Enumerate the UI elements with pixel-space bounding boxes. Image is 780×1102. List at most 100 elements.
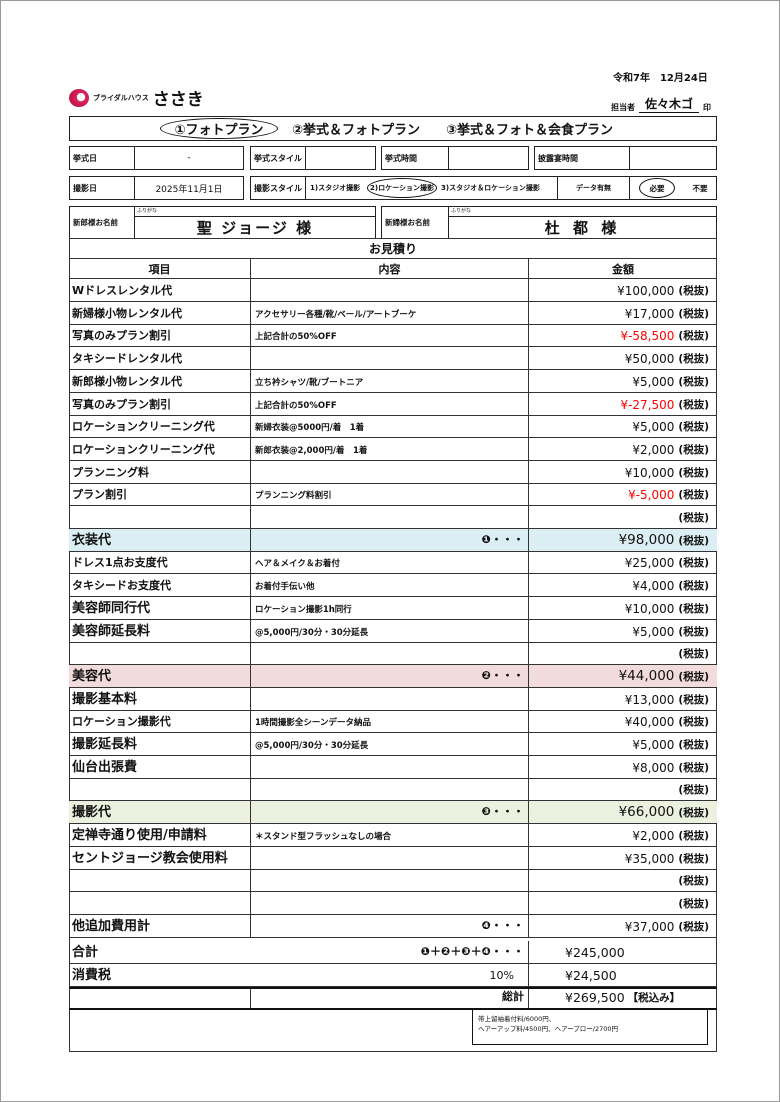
row-content: @5,000円/30分・30分延長 <box>251 619 529 642</box>
tax-row: 消費税 10% ¥24,500 <box>69 964 717 987</box>
reception-time-value <box>630 147 716 169</box>
row-content: 新婦衣装@5000円/着 1着 <box>251 415 529 438</box>
tax-label: (税抜) <box>678 875 709 888</box>
row-item: プランニング料 <box>69 460 251 483</box>
row-item: 衣装代 <box>69 528 251 551</box>
row-content <box>251 846 529 869</box>
row-content-text: @5,000円/30分・30分延長 <box>255 627 369 638</box>
ceremony-date-value: - <box>187 153 191 163</box>
amount-value: ¥17,000 <box>624 306 675 321</box>
row-amount: (税抜) <box>529 892 717 914</box>
row-item: 新郎様小物レンタル代 <box>69 369 251 392</box>
tax-label: (税抜) <box>678 693 709 706</box>
table-header: 項目 内容 金額 <box>69 259 717 279</box>
shoot-style-label: 撮影スタイル <box>251 177 306 199</box>
row-content <box>251 347 529 370</box>
row-amount: ¥2,000 (税抜) <box>529 438 717 460</box>
staff-name: 佐々木ゴ <box>639 95 700 113</box>
table-row: ロケーションクリーニング代 新郎衣装@2,000円/着 1着 ¥2,000 (税抜… <box>69 437 717 461</box>
row-item: プラン割引 <box>69 483 251 506</box>
note-line: 帯上留袖着付料/6000円、 <box>478 1015 556 1023</box>
table-row: 撮影延長料 @5,000円/30分・30分延長 ¥5,000 (税抜) <box>69 733 717 756</box>
table-row: ロケーションクリーニング代 新婦衣装@5000円/着 1着 ¥5,000 (税抜) <box>69 415 717 439</box>
amount-value: ¥35,000 <box>624 851 675 866</box>
amount-value: ¥98,000 <box>618 531 675 548</box>
tax-label: (税抜) <box>678 285 709 297</box>
table-row: ロケーション撮影代 1時間撮影全シーンデータ納品 ¥40,000 (税抜) <box>69 710 717 734</box>
tax-label: (税抜) <box>678 330 709 343</box>
amount-value: ¥-5,000 <box>628 488 675 503</box>
row-amount: ¥44,000 (税抜) <box>529 665 717 687</box>
row-amount: (税抜) <box>529 778 717 800</box>
column-header-item: 項目 <box>69 259 251 278</box>
row-content-text: @5,000円/30分・30分延長 <box>255 741 369 751</box>
amount-value: ¥100,000 <box>617 284 675 298</box>
tax-amount: ¥24,500 <box>565 968 617 983</box>
total-row: 総計 ¥269,500 【税込み】 <box>69 986 717 1010</box>
tax-label: (税抜) <box>678 761 709 774</box>
table-row: 定禅寺通り使用/申請料 ＊スタンド型フラッシュなしの場合 ¥2,000 (税抜) <box>69 823 717 847</box>
row-content: ❷・・・ <box>251 664 529 687</box>
tax-label: (税抜) <box>678 489 709 502</box>
data-option-required[interactable]: 必要 <box>639 178 675 198</box>
row-amount: ¥100,000 (税抜) <box>529 279 717 301</box>
shoot-style-location[interactable]: 2)ロケーション撮影 <box>367 178 437 198</box>
row-amount: ¥40,000 (税抜) <box>529 710 717 732</box>
tax-label: (税抜) <box>678 648 709 661</box>
row-amount: (税抜) <box>529 506 717 528</box>
row-amount: ¥-58,500 (税抜) <box>529 324 717 346</box>
row-item <box>69 506 251 528</box>
row-amount: ¥13,000 (税抜) <box>529 688 717 710</box>
note-box: 帯上留袖着付料/6000円、 ヘアーアップ料/4500円、ヘアーブロー/2700… <box>472 1009 708 1045</box>
row-amount: ¥66,000 (税抜) <box>529 801 717 823</box>
row-content-text: お着付手伝い他 <box>255 582 315 593</box>
data-option-not-required[interactable]: 不要 <box>692 183 708 193</box>
tax-label: (税抜) <box>678 580 709 593</box>
row-amount: ¥98,000 (税抜) <box>529 529 717 551</box>
total-amount-cell: ¥269,500 【税込み】 <box>529 989 717 1008</box>
plan-option-ceremony-photo[interactable]: ②挙式＆フォトプラン <box>292 123 421 138</box>
row-content-text: ロケーション撮影1h同行 <box>255 604 352 615</box>
row-item: 美容師延長料 <box>69 619 251 642</box>
note-line: ヘアーアップ料/4500円、ヘアーブロー/2700円 <box>478 1025 619 1033</box>
row-amount: (税抜) <box>529 869 717 891</box>
row-amount: ¥10,000 (税抜) <box>529 597 717 619</box>
bride-name-label: 新婦様お名前 <box>382 207 449 238</box>
shoot-style-studio[interactable]: 1)スタジオ撮影 <box>310 184 361 192</box>
row-content: ❶・・・ <box>251 528 529 551</box>
column-header-amount: 金額 <box>612 262 634 276</box>
row-amount: (税抜) <box>529 642 717 664</box>
section-marker: ❷・・・ <box>481 668 524 682</box>
plan-option-photo[interactable]: ①フォトプラン <box>160 118 278 139</box>
ceremony-date: 挙式日 - <box>69 146 244 170</box>
total-amount: ¥269,500 <box>565 989 625 1005</box>
staff: 担当者 佐々木ゴ 印 <box>611 95 711 113</box>
plan-option-ceremony-photo-dinner[interactable]: ③挙式＆フォト＆会食プラン <box>446 123 614 138</box>
table-row: 新郎様小物レンタル代 立ち衿シャツ/靴/ブートニア ¥5,000 (税抜) <box>69 369 717 393</box>
section-marker: ❹・・・ <box>481 918 524 932</box>
table-row: ドレス1点お支度代 ヘア＆メイク＆お着付 ¥25,000 (税抜) <box>69 551 717 575</box>
bride-furigana: ふりがな <box>449 207 716 217</box>
bride-name-box: 新婦様お名前 ふりがな 杜 都 様 <box>381 206 717 239</box>
total-blank <box>69 988 251 1008</box>
table-row: セントジョージ教会使用料 ¥35,000 (税抜) <box>69 846 717 870</box>
table-row: 仙台出張費 ¥8,000 (税抜) <box>69 755 717 779</box>
row-content-text: 立ち衿シャツ/靴/ブートニア <box>255 377 364 388</box>
tax-label: (税抜) <box>678 602 709 615</box>
tax-label: (税抜) <box>678 466 709 479</box>
row-content <box>251 755 529 778</box>
row-amount: ¥5,000 (税抜) <box>529 370 717 392</box>
amount-value: ¥13,000 <box>624 692 675 707</box>
row-content: ＊スタンド型フラッシュなしの場合 <box>251 823 529 846</box>
tax-label: (税抜) <box>678 353 709 366</box>
tax-label: (税抜) <box>678 625 709 638</box>
tax-label: (税抜) <box>678 829 709 842</box>
table-row: プラン割引 プランニング料割引 ¥-5,000 (税抜) <box>69 483 717 507</box>
tax-label: (税抜) <box>678 534 709 547</box>
row-content: 新郎衣装@2,000円/着 1着 <box>251 437 529 460</box>
column-header-content: 内容 <box>251 259 529 278</box>
amount-value: ¥2,000 <box>632 442 675 457</box>
shoot-style-both[interactable]: 3)スタジオ＆ロケーション撮影 <box>441 184 540 192</box>
row-item <box>69 778 251 801</box>
